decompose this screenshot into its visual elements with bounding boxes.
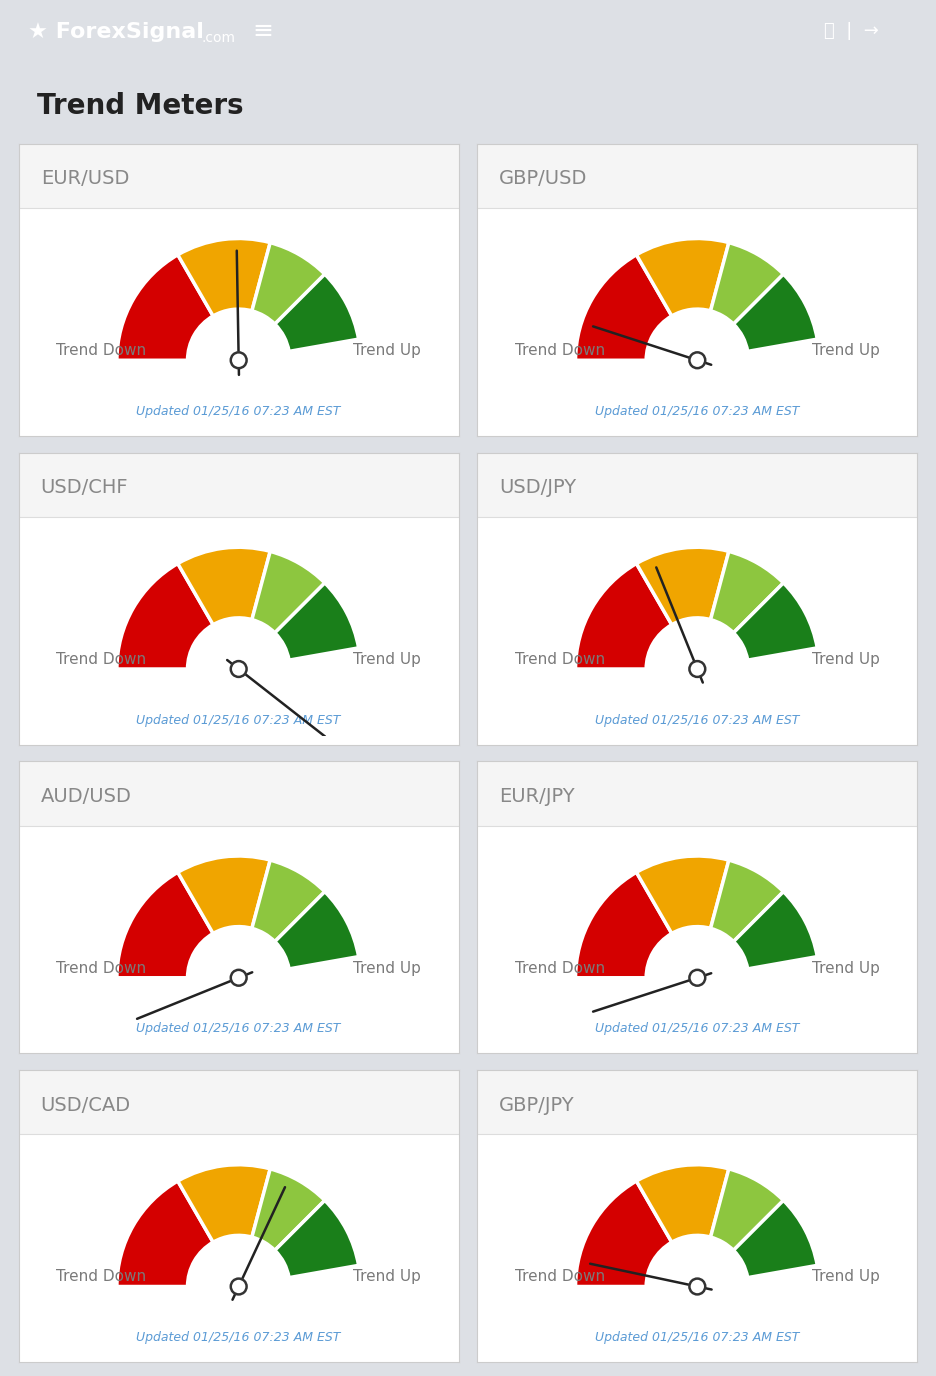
Circle shape (646, 618, 749, 720)
Text: ★ ForexSignal: ★ ForexSignal (28, 22, 204, 41)
Bar (477, 1071, 917, 1134)
Text: USD/JPY: USD/JPY (500, 477, 577, 497)
Wedge shape (576, 872, 672, 978)
Circle shape (187, 310, 290, 411)
Text: Trend Meters: Trend Meters (37, 92, 244, 120)
Wedge shape (710, 552, 783, 633)
Text: Trend Down: Trend Down (56, 1269, 146, 1284)
Text: Trend Up: Trend Up (812, 960, 880, 976)
Circle shape (231, 660, 246, 677)
Text: Trend Down: Trend Down (56, 652, 146, 667)
Text: Updated 01/25/16 07:23 AM EST: Updated 01/25/16 07:23 AM EST (595, 714, 799, 727)
Wedge shape (636, 856, 729, 933)
Wedge shape (252, 860, 325, 941)
Text: Updated 01/25/16 07:23 AM EST: Updated 01/25/16 07:23 AM EST (137, 1331, 341, 1344)
Text: Trend Up: Trend Up (812, 652, 880, 667)
Text: Updated 01/25/16 07:23 AM EST: Updated 01/25/16 07:23 AM EST (137, 1022, 341, 1035)
Circle shape (231, 1278, 246, 1295)
Text: Trend Down: Trend Down (56, 343, 146, 358)
Wedge shape (734, 1200, 817, 1278)
Text: Trend Down: Trend Down (515, 960, 605, 976)
Text: GBP/USD: GBP/USD (500, 169, 588, 189)
Wedge shape (275, 583, 358, 660)
Wedge shape (576, 255, 672, 361)
Wedge shape (734, 583, 817, 660)
Text: Updated 01/25/16 07:23 AM EST: Updated 01/25/16 07:23 AM EST (137, 405, 341, 418)
Wedge shape (178, 856, 271, 933)
Text: GBP/JPY: GBP/JPY (500, 1095, 575, 1115)
Bar (19, 143, 459, 208)
Wedge shape (710, 1168, 783, 1251)
Wedge shape (636, 548, 729, 625)
Wedge shape (710, 860, 783, 941)
Circle shape (646, 310, 749, 411)
Bar (477, 453, 917, 517)
Text: ≡: ≡ (253, 19, 273, 44)
Bar (477, 761, 917, 826)
Text: AUD/USD: AUD/USD (41, 787, 132, 806)
Text: Trend Up: Trend Up (812, 343, 880, 358)
Wedge shape (252, 552, 325, 633)
Text: Updated 01/25/16 07:23 AM EST: Updated 01/25/16 07:23 AM EST (595, 405, 799, 418)
Text: Trend Down: Trend Down (515, 343, 605, 358)
Wedge shape (275, 1200, 358, 1278)
Wedge shape (576, 1181, 672, 1287)
Wedge shape (275, 274, 358, 351)
Text: ⓘ  |  →: ⓘ | → (824, 22, 879, 40)
Text: .com: .com (201, 32, 235, 45)
Text: Trend Up: Trend Up (354, 1269, 421, 1284)
Circle shape (187, 926, 290, 1029)
Text: Updated 01/25/16 07:23 AM EST: Updated 01/25/16 07:23 AM EST (137, 714, 341, 727)
Text: Trend Up: Trend Up (812, 1269, 880, 1284)
Circle shape (646, 1236, 749, 1337)
Text: Trend Down: Trend Down (515, 652, 605, 667)
Wedge shape (117, 872, 213, 978)
Circle shape (690, 660, 705, 677)
Circle shape (231, 352, 246, 369)
Wedge shape (117, 564, 213, 669)
Circle shape (187, 618, 290, 720)
Wedge shape (710, 242, 783, 325)
Text: EUR/JPY: EUR/JPY (500, 787, 575, 806)
Bar (19, 453, 459, 517)
Text: Trend Down: Trend Down (56, 960, 146, 976)
Wedge shape (252, 242, 325, 325)
Wedge shape (178, 548, 271, 625)
Circle shape (690, 352, 705, 369)
Wedge shape (117, 255, 213, 361)
Text: Trend Up: Trend Up (354, 960, 421, 976)
Wedge shape (734, 274, 817, 351)
Wedge shape (252, 1168, 325, 1251)
Circle shape (690, 1278, 705, 1295)
Bar (19, 761, 459, 826)
Text: Trend Up: Trend Up (354, 343, 421, 358)
Circle shape (231, 970, 246, 985)
Wedge shape (178, 238, 271, 316)
Text: USD/CAD: USD/CAD (41, 1095, 131, 1115)
Wedge shape (275, 892, 358, 969)
Circle shape (690, 970, 705, 985)
Text: Trend Up: Trend Up (354, 652, 421, 667)
Text: Updated 01/25/16 07:23 AM EST: Updated 01/25/16 07:23 AM EST (595, 1022, 799, 1035)
Text: EUR/USD: EUR/USD (41, 169, 129, 189)
Wedge shape (178, 1164, 271, 1243)
Circle shape (646, 926, 749, 1029)
Wedge shape (734, 892, 817, 969)
Wedge shape (636, 1164, 729, 1243)
Bar (19, 1071, 459, 1134)
Wedge shape (636, 238, 729, 316)
Text: Trend Down: Trend Down (515, 1269, 605, 1284)
Wedge shape (576, 564, 672, 669)
Wedge shape (117, 1181, 213, 1287)
Text: Updated 01/25/16 07:23 AM EST: Updated 01/25/16 07:23 AM EST (595, 1331, 799, 1344)
Bar (477, 143, 917, 208)
Circle shape (187, 1236, 290, 1337)
Text: USD/CHF: USD/CHF (41, 477, 128, 497)
